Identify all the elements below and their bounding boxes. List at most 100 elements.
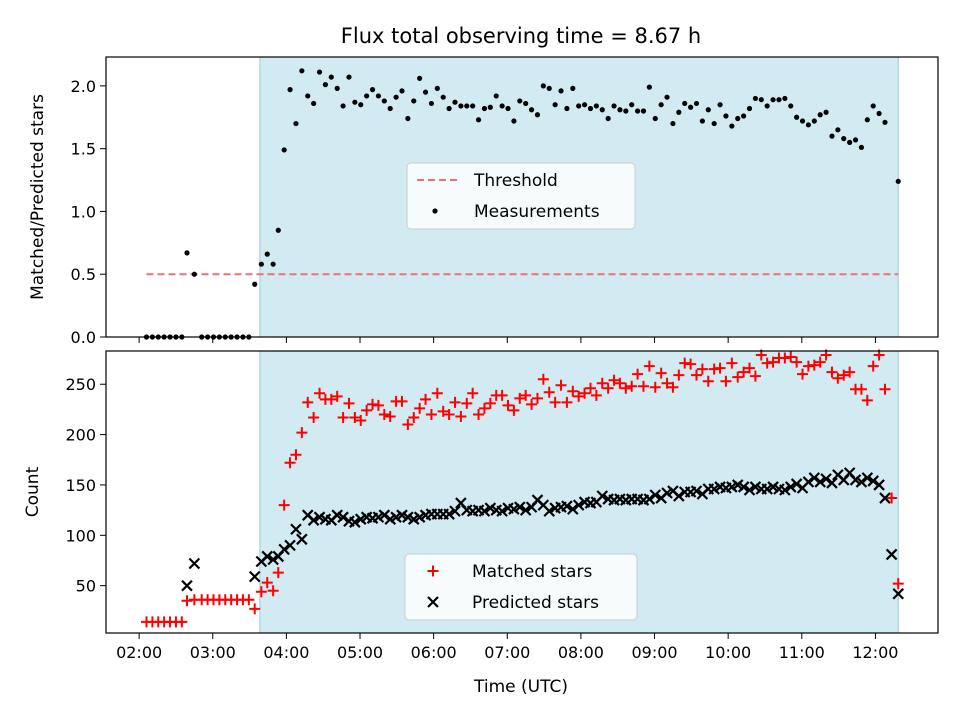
predicted-star-point [649,489,662,501]
matched-star-point [626,380,638,392]
matched-star-point [284,457,296,469]
matched-star-point [584,382,596,394]
matched-star-point [325,393,337,405]
measurement-point [511,118,517,124]
matched-star-point [720,375,732,387]
matched-star-point [455,410,467,422]
predicted-star-point [867,475,879,487]
predicted-star-point [790,478,803,490]
matched-star-point [543,386,555,398]
measurement-point [422,89,429,95]
matched-star-point [761,357,773,369]
measurement-point [499,103,505,109]
matched-star-point [886,492,898,504]
matched-star-point [744,362,756,374]
measurement-point [758,97,764,103]
predicted-star-point [519,504,532,516]
measurement-point [799,118,806,124]
x-tick-label: 11:00 [779,643,825,662]
matched-star-point [296,427,308,439]
predicted-star-point [861,472,874,484]
legend-label: Matched stars [472,562,592,582]
matched-star-point [272,567,284,579]
matched-star-point [508,404,520,416]
measurement-point [729,123,735,129]
legend-counts: Matched stars Predicted stars [404,553,638,621]
measurement-point [558,88,564,94]
matched-star-point [567,385,579,397]
matched-star-point [372,399,384,411]
measurement-point [693,100,700,107]
matched-star-point [176,616,188,628]
matched-star-point [861,394,873,406]
x-tick-label: 09:00 [631,643,677,662]
measurement-point [735,115,741,122]
measurement-point [552,102,558,108]
predicted-star-point [879,492,891,504]
measurement-point [640,108,647,114]
measurement-point [805,122,812,128]
matched-star-point [832,372,844,384]
matched-star-point [290,449,302,461]
measurement-point [311,100,317,107]
bottom-panel: 02:00 03:00 04:00 05:00 06:00 07:00 08:00 09:00… [23,349,939,662]
measurement-point [352,99,358,105]
measurement-point [299,68,305,74]
predicted-star-point [284,539,296,552]
matched-star-point [343,397,355,409]
matched-star-point [867,360,879,372]
matched-star-point [602,382,614,394]
matched-star-point [267,585,279,597]
matched-star-point [814,356,826,368]
measurement-point [346,74,352,80]
matched-star-point [331,390,343,402]
measurement-point [470,103,476,109]
measurement-point [505,105,511,112]
measurement-point [634,108,641,114]
measurement-point [658,102,664,108]
matched-star-point [255,586,267,598]
matched-star-point [408,411,420,423]
measurement-point [876,110,882,117]
measurement-point [864,117,870,123]
measurement-point [387,105,393,112]
predicted-star-point [784,481,797,493]
predicted-star-point [290,523,302,536]
predicted-star-point [478,505,491,517]
predicted-star-point [443,508,455,520]
measurement-point [493,93,499,99]
matched-star-point [261,577,273,589]
predicted-star-point [802,476,815,488]
x-tick-label: 08:00 [558,643,604,662]
predicted-star-point [737,481,750,493]
predicted-star-point [643,493,656,505]
matched-star-point [608,374,620,386]
matched-star-point [855,383,867,395]
measurement-point [746,105,753,112]
matched-star-point [431,387,443,399]
measurement-point [870,103,876,109]
matched-star-point [249,603,261,615]
matched-star-point [378,408,390,420]
measurement-point [576,103,582,109]
measurement-point [717,102,723,108]
predicted-star-point [349,516,361,528]
matched-star-point [696,363,708,375]
matched-star-point [679,357,691,369]
predicted-star-point [885,548,898,561]
matched-star-point [526,398,538,410]
matched-star-point [496,389,508,401]
legend-box [406,162,636,230]
chart-title: Flux total observing time = 8.67 h [341,24,701,48]
measurement-point [540,83,546,89]
measurement-point [605,115,611,122]
measurement-point [581,102,588,108]
plot-frame [105,56,939,338]
measurement-point [287,87,293,93]
matched-star-point [637,380,649,392]
y-tick-label: 2.0 [71,77,96,96]
measurement-point [523,100,529,107]
predicted-star-point [307,514,320,526]
matched-star-point [749,370,761,382]
matched-star-point [826,366,838,378]
